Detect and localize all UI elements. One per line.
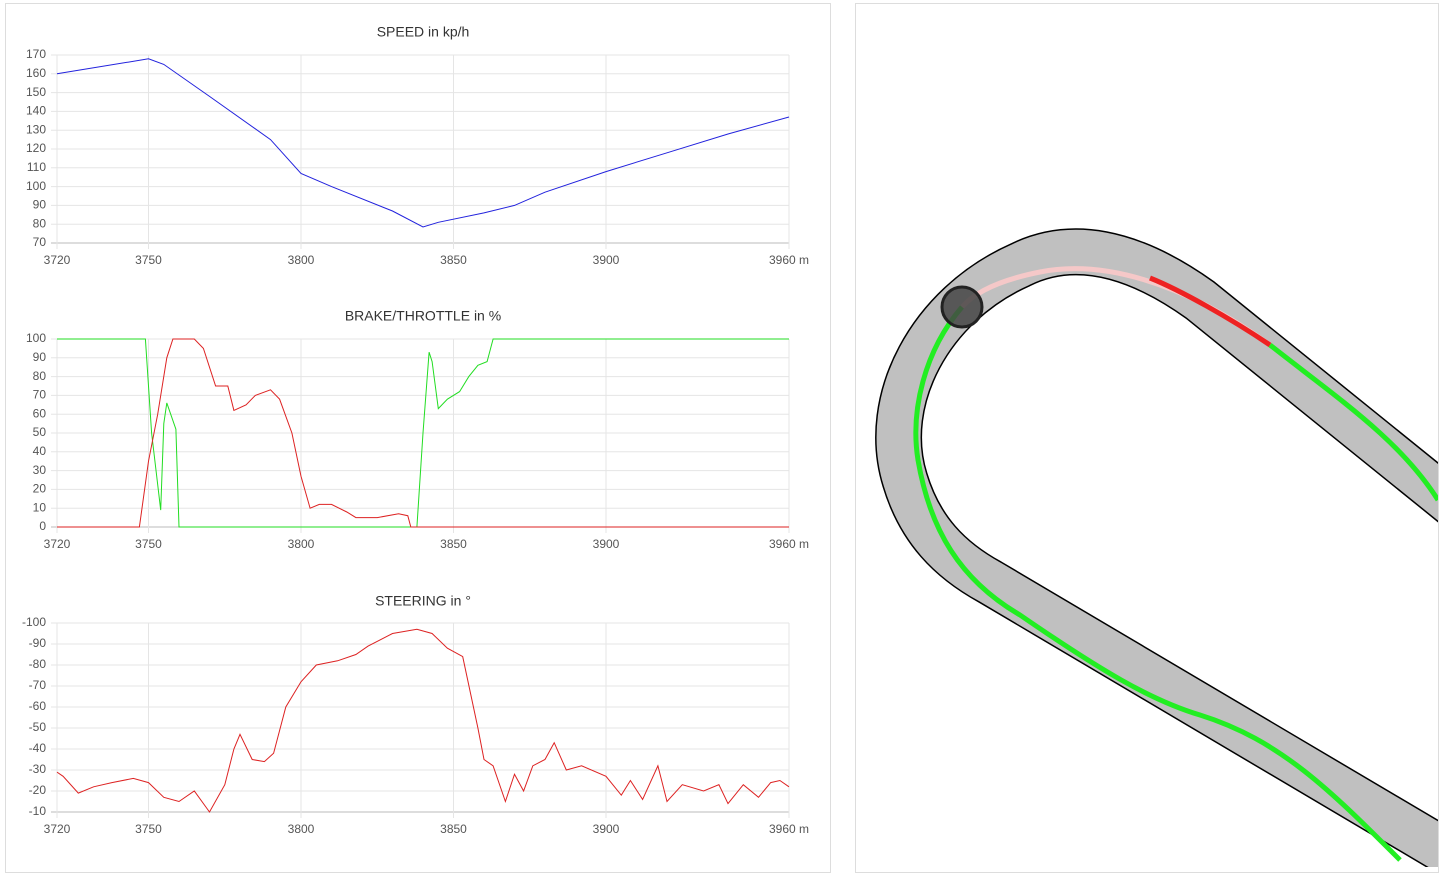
y-tick-label: 40 bbox=[33, 444, 47, 458]
y-tick-label: 170 bbox=[26, 47, 46, 61]
y-tick-label: 140 bbox=[26, 104, 46, 118]
y-tick-label: 150 bbox=[26, 85, 46, 99]
y-tick-label: -50 bbox=[29, 720, 47, 734]
y-tick-label: -100 bbox=[22, 615, 46, 629]
y-tick-label: 130 bbox=[26, 122, 46, 136]
y-tick-label: -90 bbox=[29, 636, 47, 650]
y-tick-label: 30 bbox=[33, 463, 47, 477]
y-tick-label: -80 bbox=[29, 657, 47, 671]
y-tick-label: -20 bbox=[29, 783, 47, 797]
y-tick-label: 100 bbox=[26, 179, 46, 193]
x-tick-label: 3720 bbox=[44, 253, 71, 267]
y-tick-label: 90 bbox=[33, 198, 47, 212]
y-tick-label: -70 bbox=[29, 678, 47, 692]
y-tick-label: 160 bbox=[26, 66, 46, 80]
y-tick-label: 110 bbox=[27, 160, 46, 174]
car-marker bbox=[940, 285, 984, 329]
y-tick-label: 60 bbox=[33, 406, 47, 420]
chart-title: SPEED in kp/h bbox=[377, 24, 470, 40]
x-tick-label: 3850 bbox=[440, 822, 467, 836]
x-tick-label: 3750 bbox=[135, 537, 162, 551]
x-tick-label: 3960 m bbox=[769, 253, 809, 267]
data-line bbox=[57, 338, 789, 528]
racing-line-throttle bbox=[1268, 343, 1438, 502]
x-tick-label: 3720 bbox=[44, 822, 71, 836]
x-tick-label: 3720 bbox=[44, 537, 71, 551]
track-surface bbox=[876, 229, 1438, 872]
chart-title: STEERING in ° bbox=[375, 593, 471, 609]
x-tick-label: 3900 bbox=[593, 253, 620, 267]
y-tick-label: 70 bbox=[33, 235, 47, 249]
chart-title: BRAKE/THROTTLE in % bbox=[345, 308, 501, 324]
y-tick-label: -30 bbox=[29, 762, 47, 776]
track-panel bbox=[855, 3, 1439, 873]
y-tick-label: 80 bbox=[33, 369, 47, 383]
x-tick-label: 3960 m bbox=[769, 822, 809, 836]
y-tick-label: 80 bbox=[33, 216, 47, 230]
racing-line-throttle bbox=[913, 305, 1402, 862]
y-tick-label: 100 bbox=[26, 331, 46, 345]
x-tick-label: 3750 bbox=[135, 253, 162, 267]
y-tick-label: -60 bbox=[29, 699, 47, 713]
charts: SPEED in kp/h708090100110120130140150160… bbox=[22, 24, 809, 836]
x-tick-label: 3850 bbox=[440, 253, 467, 267]
x-tick-label: 3900 bbox=[593, 822, 620, 836]
x-tick-label: 3960 m bbox=[769, 537, 809, 551]
y-tick-label: 20 bbox=[33, 482, 47, 496]
racing-line-brake bbox=[1149, 275, 1272, 348]
data-line bbox=[57, 338, 789, 528]
y-tick-label: 70 bbox=[33, 388, 47, 402]
x-tick-label: 3800 bbox=[288, 253, 315, 267]
y-tick-label: -40 bbox=[29, 741, 47, 755]
x-tick-label: 3800 bbox=[288, 822, 315, 836]
y-tick-label: 120 bbox=[26, 141, 46, 155]
track-map bbox=[875, 228, 1438, 872]
charts-panel: SPEED in kp/h 70 80 90 100 110 120 130 140 150 160… bbox=[5, 3, 831, 873]
x-tick-label: 3800 bbox=[288, 537, 315, 551]
y-tick-label: 50 bbox=[33, 425, 47, 439]
y-tick-label: 90 bbox=[33, 350, 47, 364]
x-tick-label: 3850 bbox=[440, 537, 467, 551]
x-tick-label: 3900 bbox=[593, 537, 620, 551]
y-tick-label: -10 bbox=[29, 804, 47, 818]
x-tick-label: 3750 bbox=[135, 822, 162, 836]
y-tick-label: 10 bbox=[33, 500, 47, 514]
data-line bbox=[56, 628, 790, 813]
y-tick-label: 0 bbox=[39, 519, 46, 533]
data-line bbox=[56, 58, 790, 228]
